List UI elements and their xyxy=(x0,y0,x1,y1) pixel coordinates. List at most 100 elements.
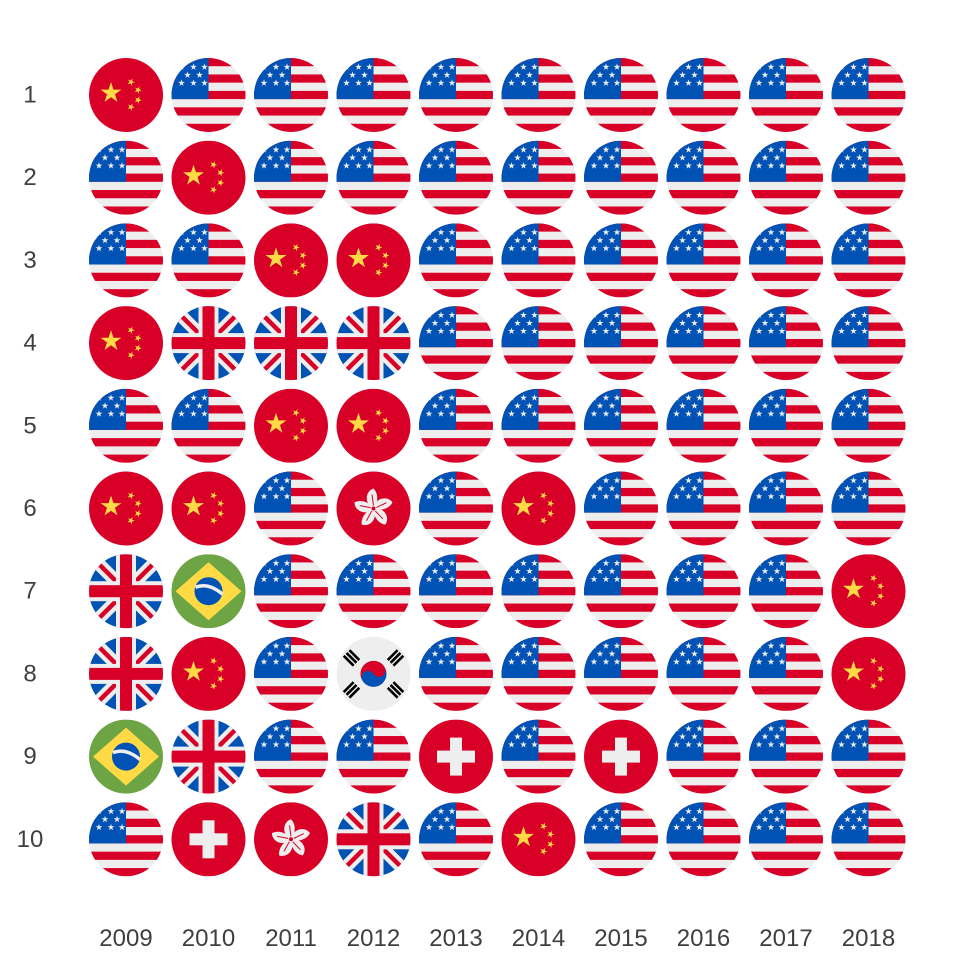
rank-label-8: 8 xyxy=(23,660,36,687)
us-flag-icon xyxy=(584,306,658,380)
year-label-2015: 2015 xyxy=(594,925,647,952)
year-label-2011: 2011 xyxy=(265,925,317,952)
year-labels: 2009 2010 2011 2012 2013 2014 2015 2016 2017 2018 xyxy=(99,925,895,952)
us-flag-icon xyxy=(502,306,576,380)
us-flag-icon xyxy=(832,306,906,380)
us-flag-icon xyxy=(254,58,328,132)
us-flag-icon xyxy=(502,637,576,711)
us-flag-icon xyxy=(584,637,658,711)
year-label-2014: 2014 xyxy=(512,925,565,952)
china-flag-icon xyxy=(89,58,163,132)
us-flag-icon xyxy=(337,554,411,628)
us-flag-icon xyxy=(832,472,906,546)
us-flag-icon xyxy=(667,223,741,297)
china-flag-icon xyxy=(172,637,246,711)
us-flag-icon xyxy=(667,472,741,546)
hong-kong-flag-icon xyxy=(337,472,411,546)
china-flag-icon xyxy=(254,223,328,297)
us-flag-icon xyxy=(337,141,411,215)
us-flag-icon xyxy=(89,223,163,297)
us-flag-icon xyxy=(89,141,163,215)
us-flag-icon xyxy=(254,720,328,794)
us-flag-icon xyxy=(254,637,328,711)
rank-label-1: 1 xyxy=(23,82,36,109)
us-flag-icon xyxy=(419,554,493,628)
uk-flag-icon xyxy=(172,720,246,794)
us-flag-icon xyxy=(749,720,823,794)
us-flag-icon xyxy=(254,472,328,546)
rank-label-4: 4 xyxy=(23,330,36,357)
rank-label-7: 7 xyxy=(23,578,36,605)
us-flag-icon xyxy=(419,637,493,711)
us-flag-icon xyxy=(667,720,741,794)
switzerland-flag-icon xyxy=(419,720,493,794)
us-flag-icon xyxy=(419,141,493,215)
rank-label-3: 3 xyxy=(23,247,36,274)
year-label-2018: 2018 xyxy=(842,925,895,952)
us-flag-icon xyxy=(502,720,576,794)
china-flag-icon xyxy=(89,472,163,546)
china-flag-icon xyxy=(832,637,906,711)
us-flag-icon xyxy=(502,141,576,215)
brazil-flag-icon xyxy=(172,554,246,628)
us-flag-icon xyxy=(749,637,823,711)
us-flag-icon xyxy=(584,223,658,297)
uk-flag-icon xyxy=(89,554,163,628)
us-flag-icon xyxy=(89,389,163,463)
rank-label-2: 2 xyxy=(23,164,36,191)
rank-labels: 1 2 3 4 5 6 7 8 9 10 xyxy=(17,82,44,853)
uk-flag-icon xyxy=(337,802,411,876)
us-flag-icon xyxy=(832,223,906,297)
us-flag-icon xyxy=(667,802,741,876)
uk-flag-icon xyxy=(89,637,163,711)
us-flag-icon xyxy=(832,720,906,794)
uk-flag-icon xyxy=(254,306,328,380)
china-flag-icon xyxy=(172,141,246,215)
us-flag-icon xyxy=(502,223,576,297)
china-flag-icon xyxy=(337,223,411,297)
year-label-2009: 2009 xyxy=(99,925,152,952)
us-flag-icon xyxy=(584,554,658,628)
us-flag-icon xyxy=(419,802,493,876)
brazil-flag-icon xyxy=(89,720,163,794)
switzerland-flag-icon xyxy=(172,802,246,876)
china-flag-icon xyxy=(337,389,411,463)
us-flag-icon xyxy=(419,223,493,297)
year-label-2012: 2012 xyxy=(347,925,400,952)
us-flag-icon xyxy=(254,554,328,628)
us-flag-icon xyxy=(337,58,411,132)
rank-label-5: 5 xyxy=(23,412,36,439)
us-flag-icon xyxy=(172,58,246,132)
us-flag-icon xyxy=(667,58,741,132)
us-flag-icon xyxy=(667,306,741,380)
us-flag-icon xyxy=(502,554,576,628)
us-flag-icon xyxy=(749,223,823,297)
year-label-2013: 2013 xyxy=(429,925,482,952)
us-flag-icon xyxy=(337,720,411,794)
flag-grid xyxy=(89,58,906,876)
us-flag-icon xyxy=(749,58,823,132)
us-flag-icon xyxy=(749,141,823,215)
us-flag-icon xyxy=(667,554,741,628)
hong-kong-flag-icon xyxy=(254,802,328,876)
us-flag-icon xyxy=(832,141,906,215)
us-flag-icon xyxy=(584,802,658,876)
south-korea-flag-icon xyxy=(337,637,411,711)
us-flag-icon xyxy=(749,389,823,463)
rank-label-10: 10 xyxy=(17,826,44,853)
year-label-2010: 2010 xyxy=(182,925,235,952)
us-flag-icon xyxy=(502,58,576,132)
us-flag-icon xyxy=(419,58,493,132)
us-flag-icon xyxy=(667,141,741,215)
us-flag-icon xyxy=(584,472,658,546)
us-flag-icon xyxy=(584,141,658,215)
us-flag-icon xyxy=(419,306,493,380)
china-flag-icon xyxy=(172,472,246,546)
year-label-2017: 2017 xyxy=(759,925,812,952)
china-flag-icon xyxy=(832,554,906,628)
us-flag-icon xyxy=(172,389,246,463)
rank-label-9: 9 xyxy=(23,743,36,770)
switzerland-flag-icon xyxy=(584,720,658,794)
